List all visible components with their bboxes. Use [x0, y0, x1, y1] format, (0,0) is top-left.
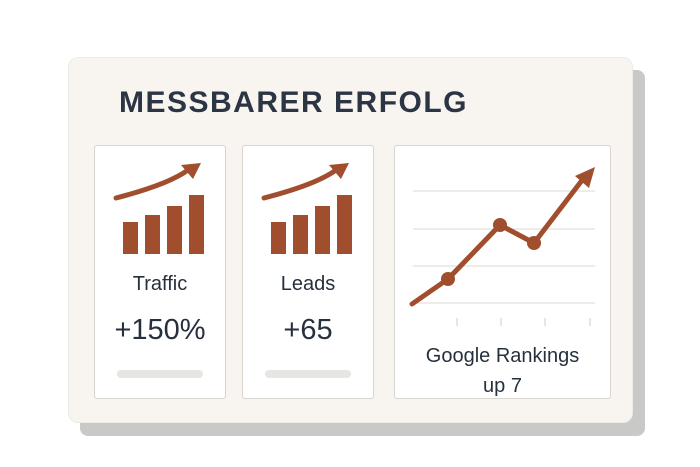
trend-arrowhead	[575, 167, 595, 188]
card-title: MESSBARER ERFOLG	[119, 86, 469, 119]
leads-panel: Leads +65	[242, 145, 374, 399]
rankings-label: Google Rankings up 7	[395, 341, 610, 401]
leads-value: +65	[283, 314, 333, 346]
traffic-panel: Traffic +150%	[94, 145, 226, 399]
rankings-label-line2: up 7	[483, 375, 522, 397]
trend-point	[493, 218, 507, 232]
trend-point	[441, 272, 455, 286]
success-card: MESSBARER ERFOLG Traffic +150%	[68, 57, 633, 423]
traffic-value: +150%	[114, 314, 206, 346]
chart-ticks	[456, 318, 591, 326]
rankings-label-line1: Google Rankings	[425, 345, 580, 367]
placeholder-bar	[117, 370, 203, 378]
leads-label: Leads	[280, 273, 336, 295]
placeholder-bar	[265, 370, 351, 378]
growth-bar-chart-icon	[113, 163, 204, 254]
trend-point	[527, 236, 541, 250]
rankings-panel: Google Rankings up 7	[394, 145, 611, 399]
trend-line	[409, 176, 586, 307]
rankings-line-chart	[409, 167, 595, 326]
growth-bar-chart-icon	[261, 163, 352, 254]
traffic-label: Traffic	[132, 273, 188, 295]
